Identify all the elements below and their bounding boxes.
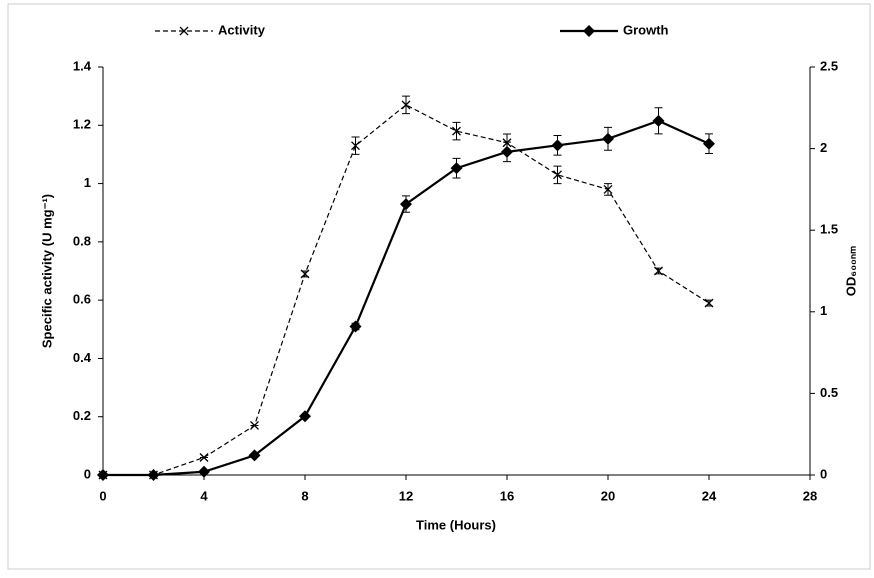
legend-marker [583, 25, 595, 37]
point [551, 139, 564, 152]
point [603, 184, 613, 194]
series-line [103, 119, 710, 477]
point [654, 266, 663, 276]
point [147, 469, 160, 481]
x-tick-label: 20 [601, 488, 615, 503]
y-tick-label: 0.8 [73, 233, 91, 248]
series-line [103, 104, 710, 476]
point [501, 145, 513, 158]
x-tick-label: 24 [702, 488, 717, 503]
y2-tick-label: 2 [820, 140, 827, 155]
point [452, 126, 461, 136]
point [400, 198, 412, 211]
point [450, 162, 463, 175]
x-axis-label: Time (Hours) [416, 517, 496, 532]
x-tick-label: 16 [500, 488, 514, 503]
point [97, 469, 109, 481]
y-tick-label: 1 [84, 175, 91, 190]
point [602, 132, 614, 145]
y2-tick-label: 1.5 [820, 222, 838, 237]
x-tick-label: 8 [301, 488, 308, 503]
y-tick-label: 0.4 [73, 350, 92, 365]
point [300, 269, 310, 279]
x-tick-label: 28 [803, 488, 817, 503]
y-tick-label: 0 [84, 466, 91, 481]
y2-tick-label: 2.5 [820, 58, 838, 73]
point [704, 298, 714, 308]
point [199, 453, 209, 462]
point [248, 449, 261, 462]
point [250, 420, 259, 430]
y-axis-label: Specific activity (U mg⁻¹) [39, 194, 54, 348]
legend-marker [179, 26, 189, 36]
y-tick-label: 0.2 [73, 408, 91, 423]
point [349, 320, 362, 333]
point [198, 465, 210, 478]
legend-label: Growth [623, 22, 669, 37]
point [703, 137, 715, 150]
point [652, 114, 665, 127]
y-tick-label: 1.4 [73, 58, 92, 73]
y2-tick-label: 1 [820, 303, 827, 318]
point [299, 410, 311, 423]
y2-tick-label: 0.5 [820, 385, 838, 400]
x-tick-label: 4 [200, 488, 208, 503]
point [351, 141, 360, 151]
y-tick-label: 1.2 [73, 117, 91, 132]
y2-axis-label: OD₆₀₀ₙₘ [843, 246, 858, 296]
point [401, 100, 411, 110]
y-tick-label: 0.6 [73, 292, 91, 307]
frame [7, 3, 871, 570]
x-tick-label: 0 [99, 488, 106, 503]
legend-label: Activity [218, 22, 266, 37]
y2-tick-label: 0 [820, 466, 827, 481]
x-tick-label: 12 [399, 488, 413, 503]
point [553, 170, 562, 180]
